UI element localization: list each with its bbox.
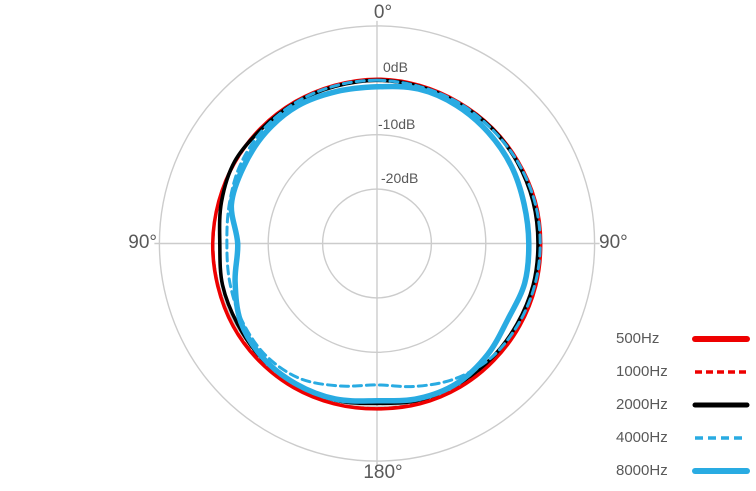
legend: 500Hz 1000Hz 2000Hz 4000Hz 8000Hz — [616, 322, 750, 487]
angle-label-90-right: 90° — [599, 232, 628, 253]
legend-swatch-500hz — [692, 335, 750, 342]
angle-label-90-left: 90° — [128, 232, 157, 253]
legend-swatch-8000hz — [692, 467, 750, 474]
legend-label: 1000Hz — [616, 363, 668, 380]
legend-label: 4000Hz — [616, 429, 668, 446]
legend-swatch-2000hz — [692, 402, 750, 407]
radial-label-m10db: -10dB — [378, 116, 416, 132]
legend-item-2000hz: 2000Hz — [616, 388, 750, 421]
angle-label-180: 180° — [363, 462, 403, 483]
series-curve-4000hz — [225, 78, 542, 389]
legend-item-1000hz: 1000Hz — [616, 355, 750, 388]
legend-item-500hz: 500Hz — [616, 322, 750, 355]
legend-label: 8000Hz — [616, 462, 668, 479]
radial-label-0db: 0dB — [383, 59, 408, 75]
series-curve-8000hz — [228, 83, 532, 404]
radial-label-m20db: -20dB — [381, 170, 419, 186]
legend-item-8000hz: 8000Hz — [616, 454, 750, 487]
legend-label: 500Hz — [616, 330, 660, 347]
legend-label: 2000Hz — [616, 396, 668, 413]
legend-item-4000hz: 4000Hz — [616, 421, 750, 454]
angle-label-0: 0° — [373, 2, 393, 23]
legend-swatch-4000hz — [695, 435, 747, 440]
legend-swatch-1000hz — [695, 369, 747, 374]
